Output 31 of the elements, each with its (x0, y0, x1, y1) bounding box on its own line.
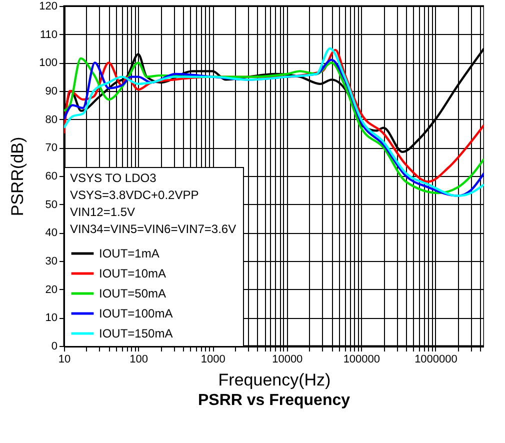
y-tick-label: 50 (45, 198, 58, 211)
legend-label: IOUT=50mA (99, 286, 166, 300)
y-tick-label: 20 (45, 284, 58, 296)
text: PSRR vs Frequency (198, 392, 350, 409)
x-tick-label: 100 (130, 354, 148, 366)
y-tick-label: 0 (51, 340, 58, 352)
y-tick-label: 40 (45, 227, 58, 240)
y-tick-label: 80 (45, 114, 58, 126)
y-tick-label: 120 (39, 0, 58, 12)
y-tick-label: 90 (45, 86, 58, 98)
annotation: VIN12=1.5V (70, 205, 136, 219)
y-tick-label: 10 (45, 312, 58, 324)
x-tick-label: 1000 (200, 354, 226, 366)
legend-label: IOUT=1mA (99, 246, 160, 260)
annotation: VSYS TO LDO3 (70, 171, 157, 185)
y-axis-title: PSRR(dB) (8, 136, 28, 216)
y-tick-label: 30 (45, 256, 58, 268)
x-tick-label: 1000000 (414, 354, 458, 366)
y-tick-label: 100 (39, 57, 58, 70)
y-tick-label: 110 (40, 28, 58, 41)
annotation: VSYS=3.8VDC+0.2VPP (70, 188, 199, 202)
y-tick-label: 60 (45, 170, 58, 182)
legend-label: IOUT=100mA (99, 306, 173, 320)
legend-label: IOUT=10mA (99, 266, 166, 280)
y-tick-label: 70 (45, 142, 58, 154)
x-tick-label: 10 (58, 354, 71, 366)
x-tick-label: 100000 (343, 354, 380, 366)
x-axis-title: Frequency(Hz) (218, 370, 331, 390)
legend-label: IOUT=150mA (99, 326, 173, 340)
annotation: VIN34=VIN5=VIN6=VIN7=3.6V (70, 222, 236, 236)
x-tick-label: 10000 (272, 354, 303, 366)
